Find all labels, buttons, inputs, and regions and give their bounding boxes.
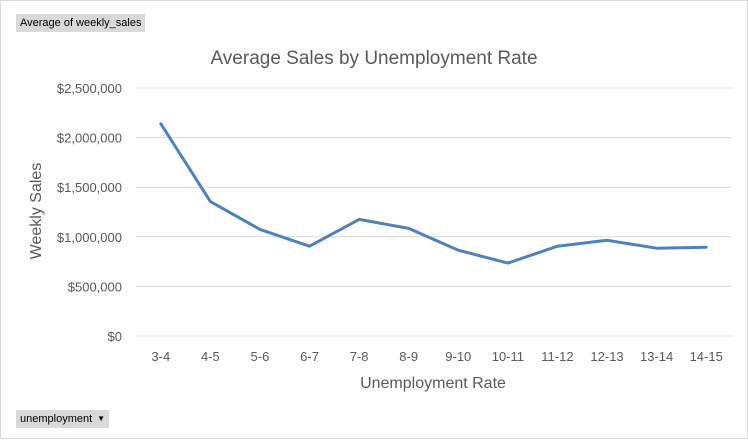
axis-field-label: unemployment (20, 413, 93, 425)
y-tick-label: $2,000,000 (57, 131, 122, 146)
x-axis-tick-labels: 3-4 4-5 5-6 6-7 7-8 8-9 9-10 10-11 11-12 12-13 13-… (151, 349, 722, 364)
x-tick-label: 5-6 (251, 349, 270, 364)
x-tick-label: 14-15 (690, 349, 723, 364)
x-tick-label: 9-10 (445, 349, 471, 364)
x-tick-label: 4-5 (201, 349, 220, 364)
values-field-label: Average of weekly_sales (20, 17, 142, 29)
series-line (159, 122, 708, 265)
values-field-button[interactable]: Average of weekly_sales (16, 14, 146, 32)
y-tick-label: $1,500,000 (57, 180, 122, 195)
x-tick-label: 3-4 (151, 349, 170, 364)
gridlines (136, 87, 731, 337)
x-tick-label: 8-9 (399, 349, 418, 364)
x-tick-label: 11-12 (541, 349, 573, 364)
axis-field-button[interactable]: unemployment ▼ (16, 410, 110, 428)
x-tick-label: 13-14 (640, 349, 673, 364)
chart-title: Average Sales by Unemployment Rate (210, 48, 537, 69)
y-tick-label: $1,000,000 (57, 230, 122, 245)
y-tick-label: $2,500,000 (57, 81, 122, 96)
x-tick-label: 6-7 (300, 349, 319, 364)
y-axis-title: Weekly Sales (28, 163, 45, 260)
x-axis-title: Unemployment Rate (360, 375, 506, 392)
y-tick-label: $0 (108, 329, 122, 344)
y-tick-label: $500,000 (68, 279, 122, 294)
x-tick-label: 10-11 (492, 349, 524, 364)
x-tick-label: 12-13 (590, 349, 623, 364)
dropdown-arrow-icon[interactable]: ▼ (97, 414, 106, 423)
x-tick-label: 7-8 (350, 349, 369, 364)
series-lines (159, 122, 708, 265)
y-axis-tick-labels: $0 $500,000 $1,000,000 $1,500,000 $2,000,000… (57, 81, 122, 344)
